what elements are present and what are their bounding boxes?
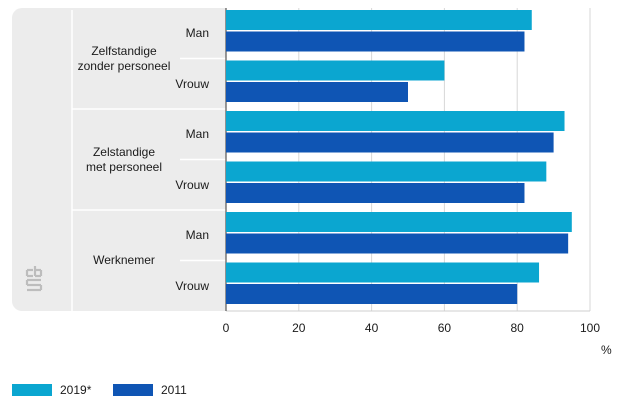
bar-series-1 — [226, 60, 445, 81]
label-panel — [12, 8, 226, 311]
cbs-logo — [25, 266, 43, 292]
bar-series-2 — [226, 82, 408, 102]
x-tick-label: 60 — [437, 321, 452, 335]
x-tick-label: 40 — [364, 321, 379, 335]
legend-swatch — [113, 384, 153, 396]
bar-series-2 — [226, 233, 569, 254]
x-tick-label: 0 — [222, 321, 230, 335]
group-label: Zelfstandige zonder personeel — [64, 44, 184, 74]
category-label: Man — [185, 127, 209, 142]
category-label: Vrouw — [175, 177, 209, 192]
x-tick-label: 100 — [579, 321, 601, 335]
x-tick-label: 80 — [510, 321, 524, 335]
legend-item: 2011 — [113, 383, 187, 397]
group-label: Zelstandige met personeel — [64, 145, 184, 175]
category-label: Man — [185, 26, 209, 41]
category-label: Man — [185, 228, 209, 243]
bar-series-1 — [226, 161, 547, 182]
bar-series-1 — [226, 10, 532, 30]
bar-series-2 — [226, 284, 518, 304]
bar-series-1 — [226, 111, 565, 131]
unit-label: % — [601, 343, 612, 357]
legend-label: 2011 — [161, 383, 187, 397]
bar-series-2 — [226, 183, 525, 203]
legend-item: 2019* — [12, 383, 91, 397]
group-label: Werknemer — [64, 253, 184, 268]
group-label-line: Werknemer — [93, 253, 155, 267]
group-label-line: Zelstandige — [92, 144, 156, 159]
group-label-line: Zelfstandige — [91, 43, 157, 58]
group-label-line: met personeel — [85, 159, 163, 174]
category-label: Vrouw — [175, 76, 209, 91]
group-label-line: zonder personeel — [77, 58, 171, 73]
x-tick-label: 20 — [292, 321, 306, 335]
category-label: Vrouw — [175, 278, 209, 293]
legend-label: 2019* — [60, 383, 92, 397]
bar-series-2 — [226, 31, 525, 52]
legend-swatch — [12, 384, 52, 396]
bar-series-1 — [226, 212, 572, 232]
bar-series-2 — [226, 132, 554, 153]
bar-series-1 — [226, 262, 540, 283]
